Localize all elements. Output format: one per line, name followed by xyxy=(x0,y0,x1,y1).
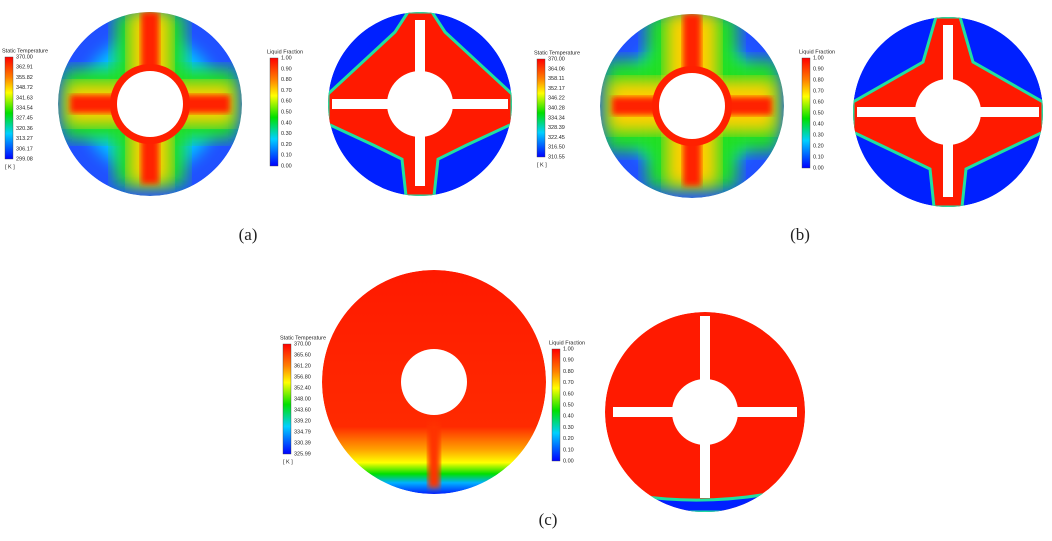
legend-label: 339.20 xyxy=(294,418,311,424)
legend-title: Liquid Fraction xyxy=(549,340,585,346)
legend-unit: [ K ] xyxy=(5,164,15,170)
legend-label: 0.30 xyxy=(813,132,824,138)
legend-label: 0.20 xyxy=(281,142,292,148)
legend-label: 370.00 xyxy=(548,56,565,62)
legend-label: 316.50 xyxy=(548,145,565,151)
legend-unit: [ K ] xyxy=(283,459,293,465)
inner-hole xyxy=(117,71,183,137)
legend-label: 0.20 xyxy=(563,436,574,442)
legend-label: 365.60 xyxy=(294,352,311,358)
inner-hole xyxy=(672,379,738,445)
legend-label: 358.11 xyxy=(548,76,564,82)
legend-label: 0.70 xyxy=(281,88,292,94)
legend-label: 322.45 xyxy=(548,135,565,141)
inner-hole xyxy=(659,73,725,139)
legend-label: 325.99 xyxy=(294,451,311,457)
legend-label: 0.10 xyxy=(813,154,824,160)
legend-label: 370.00 xyxy=(294,341,311,347)
legend-label: 334.54 xyxy=(16,105,33,111)
legend-label: 346.22 xyxy=(548,96,565,102)
legend-label: 0.20 xyxy=(813,143,824,149)
legend-label: 348.00 xyxy=(294,396,311,402)
legend-label: 341.63 xyxy=(16,95,33,101)
legend-label: 0.40 xyxy=(813,121,824,127)
legend-label: 330.39 xyxy=(294,440,311,446)
legend-label: 343.60 xyxy=(294,407,311,413)
inner-hole xyxy=(401,349,467,415)
legend-label: 0.00 xyxy=(281,163,292,169)
legend-label: 340.28 xyxy=(548,105,565,111)
legend-title: Static Temperature xyxy=(2,48,48,54)
legend-label: 299.08 xyxy=(16,156,33,162)
legend-label: 0.80 xyxy=(813,77,824,83)
legend-label: 310.55 xyxy=(548,154,565,160)
legend-label: 1.00 xyxy=(281,55,292,61)
inner-hole xyxy=(387,71,453,137)
legend-label: 1.00 xyxy=(813,55,824,61)
legend-label: 0.60 xyxy=(281,99,292,105)
hot-zone xyxy=(428,422,440,488)
legend-label: 0.40 xyxy=(281,120,292,126)
legend-label: 327.45 xyxy=(16,116,33,122)
legend-label: 0.80 xyxy=(281,77,292,83)
caption: (b) xyxy=(790,225,810,244)
color-bar xyxy=(282,343,292,455)
legend-label: 0.80 xyxy=(563,369,574,375)
legend-label: 313.27 xyxy=(16,136,33,142)
legend-title: Static Temperature xyxy=(280,335,326,341)
legend-label: 0.30 xyxy=(281,131,292,137)
color-bar xyxy=(801,57,811,169)
legend-label: 352.17 xyxy=(548,86,565,92)
caption: (c) xyxy=(539,510,558,529)
legend-label: 0.50 xyxy=(281,109,292,115)
legend-label: 362.91 xyxy=(16,65,33,71)
color-bar xyxy=(536,58,546,158)
legend-label: 0.50 xyxy=(563,402,574,408)
legend-label: 0.00 xyxy=(563,458,574,464)
inner-hole xyxy=(915,79,981,145)
legend-label: 334.34 xyxy=(548,115,565,121)
color-bar xyxy=(269,57,279,167)
legend-label: 0.30 xyxy=(563,425,574,431)
legend-label: 306.17 xyxy=(16,146,33,152)
legend-label: 1.00 xyxy=(563,346,574,352)
legend-label: 0.00 xyxy=(813,165,824,171)
legend-title: Liquid Fraction xyxy=(799,49,835,55)
legend-label: 0.90 xyxy=(813,66,824,72)
legend-label: 0.60 xyxy=(813,99,824,105)
legend-label: 0.60 xyxy=(563,391,574,397)
legend-label: 0.70 xyxy=(813,88,824,94)
legend-label: 356.80 xyxy=(294,374,311,380)
legend-label: 0.10 xyxy=(563,447,574,453)
legend-label: 364.06 xyxy=(548,66,565,72)
legend-label: 320.36 xyxy=(16,126,33,132)
legend-label: 348.72 xyxy=(16,85,33,91)
legend-label: 334.79 xyxy=(294,429,311,435)
legend-title: Static Temperature xyxy=(534,50,580,56)
legend-unit: [ K ] xyxy=(537,162,547,168)
legend-label: 361.20 xyxy=(294,363,311,369)
color-bar xyxy=(4,56,14,160)
legend-label: 328.39 xyxy=(548,125,565,131)
legend-label: 0.10 xyxy=(281,153,292,159)
legend-label: 0.90 xyxy=(563,358,574,364)
legend-label: 0.90 xyxy=(281,66,292,72)
legend-label: 352.40 xyxy=(294,385,311,391)
color-bar xyxy=(551,348,561,462)
legend-label: 370.00 xyxy=(16,54,33,60)
legend-label: 0.50 xyxy=(813,110,824,116)
legend-label: 0.40 xyxy=(563,414,574,420)
figure-content: Static Temperature370.00362.91355.82348.… xyxy=(2,12,1043,529)
caption: (a) xyxy=(239,225,258,244)
legend-title: Liquid Fraction xyxy=(267,49,303,55)
legend-label: 355.82 xyxy=(16,75,33,81)
legend-label: 0.70 xyxy=(563,380,574,386)
